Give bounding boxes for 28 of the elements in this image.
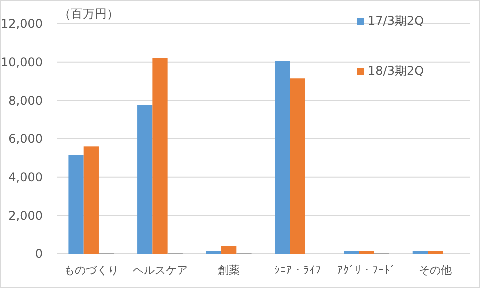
bar (412, 251, 428, 254)
bar (152, 58, 168, 254)
y-tick-label: 10,000 (1, 56, 43, 70)
y-tick-label: 4,000 (8, 170, 43, 185)
bar (68, 155, 84, 254)
bar (206, 251, 222, 254)
x-tick-label: ヘルスケア (132, 264, 188, 277)
x-tick-label: ｱｸﾞﾘ・ﾌｰﾄﾞ (337, 264, 396, 277)
legend-label: 17/3期2Q (368, 14, 424, 28)
bar (344, 251, 360, 254)
y-tick-label: 12,000 (1, 17, 43, 32)
bar (84, 146, 99, 254)
y-tick-label: 6,000 (8, 132, 43, 146)
bar (138, 105, 153, 254)
bar (359, 251, 374, 254)
y-tick-label: 8,000 (8, 94, 43, 108)
legend-label: 18/3期2Q (368, 64, 424, 78)
y-tick-label: 2,000 (8, 208, 43, 223)
x-tick-label: 創薬 (218, 264, 240, 277)
bar (222, 246, 237, 254)
x-tick-label: その他 (419, 264, 452, 277)
x-tick-label: ものづくり (64, 264, 119, 277)
bar (428, 251, 444, 254)
y-axis-title: （百万円） (59, 7, 119, 21)
y-tick-label: 0 (35, 247, 43, 262)
x-tick-label: ｼﾆｱ・ﾗｲﾌ (274, 264, 322, 277)
bar (290, 78, 306, 254)
bar (275, 61, 290, 254)
